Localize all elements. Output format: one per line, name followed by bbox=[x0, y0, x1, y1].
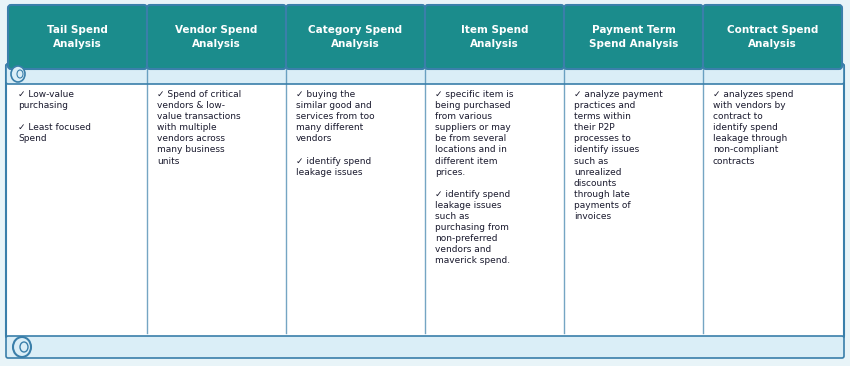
Text: ✓ specific item is
being purchased
from various
suppliers or may
be from several: ✓ specific item is being purchased from … bbox=[435, 90, 513, 265]
Text: Item Spend
Analysis: Item Spend Analysis bbox=[461, 25, 528, 49]
Ellipse shape bbox=[17, 70, 23, 78]
FancyBboxPatch shape bbox=[6, 336, 844, 358]
Text: ✓ Low-value
purchasing

✓ Least focused
Spend: ✓ Low-value purchasing ✓ Least focused S… bbox=[18, 90, 91, 143]
FancyBboxPatch shape bbox=[6, 64, 844, 338]
Text: Category Spend
Analysis: Category Spend Analysis bbox=[309, 25, 403, 49]
Text: ✓ analyzes spend
with vendors by
contract to
identify spend
leakage through
non-: ✓ analyzes spend with vendors by contrac… bbox=[713, 90, 794, 165]
Text: ✓ buying the
similar good and
services from too
many different
vendors

✓ identi: ✓ buying the similar good and services f… bbox=[296, 90, 375, 177]
FancyBboxPatch shape bbox=[286, 5, 425, 69]
FancyBboxPatch shape bbox=[425, 5, 564, 69]
FancyBboxPatch shape bbox=[147, 5, 286, 69]
FancyBboxPatch shape bbox=[703, 5, 842, 69]
Text: Payment Term
Spend Analysis: Payment Term Spend Analysis bbox=[589, 25, 678, 49]
Text: Tail Spend
Analysis: Tail Spend Analysis bbox=[47, 25, 108, 49]
Text: Contract Spend
Analysis: Contract Spend Analysis bbox=[727, 25, 819, 49]
Ellipse shape bbox=[11, 66, 25, 82]
Ellipse shape bbox=[20, 342, 28, 352]
FancyBboxPatch shape bbox=[6, 64, 844, 84]
FancyBboxPatch shape bbox=[8, 5, 147, 69]
Text: ✓ Spend of critical
vendors & low-
value transactions
with multiple
vendors acro: ✓ Spend of critical vendors & low- value… bbox=[157, 90, 241, 165]
FancyBboxPatch shape bbox=[564, 5, 703, 69]
Text: Vendor Spend
Analysis: Vendor Spend Analysis bbox=[175, 25, 258, 49]
Text: ✓ analyze payment
practices and
terms within
their P2P
processes to
identify iss: ✓ analyze payment practices and terms wi… bbox=[574, 90, 663, 221]
Ellipse shape bbox=[13, 337, 31, 357]
